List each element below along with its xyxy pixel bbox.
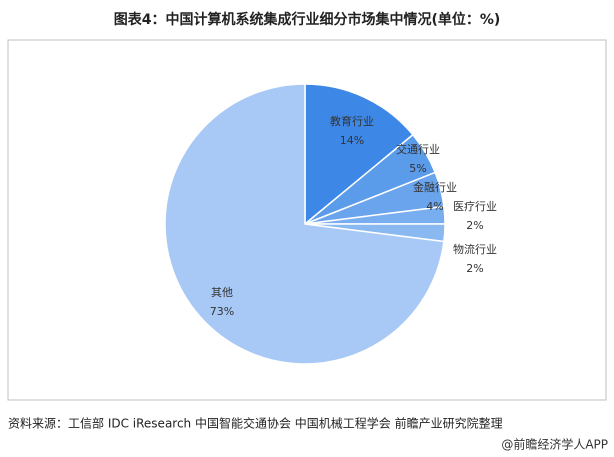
value-label: 2%	[466, 219, 483, 232]
credit: @前瞻经济学人APP	[501, 437, 608, 452]
value-label: 2%	[466, 262, 483, 275]
slice-label: 教育行业	[330, 114, 374, 128]
pie: 教育行业 14% 交通行业 5% 金融行业 4% 医疗行业 2% 物流行业 2% 其他 73%	[164, 83, 497, 365]
slice-label: 其他	[211, 286, 233, 299]
chart-title: 图表4：中国计算机系统集成行业细分市场集中情况(单位：%)	[114, 11, 501, 28]
pie-slice	[304, 83, 414, 226]
slice-label: 金融行业	[413, 180, 457, 194]
value-label: 73%	[210, 305, 234, 318]
chart-frame	[7, 39, 607, 401]
slice-label: 医疗行业	[453, 199, 497, 213]
value-label: 4%	[426, 200, 443, 213]
pie-slice	[164, 83, 445, 365]
source: 资料来源：工信部 IDC iResearch 中国智能交通协会 中国机械工程学会…	[8, 416, 503, 431]
slice-label: 物流行业	[453, 242, 497, 256]
value-label: 14%	[340, 134, 364, 147]
slice-label: 交通行业	[396, 142, 440, 156]
value-label: 5%	[409, 162, 426, 175]
